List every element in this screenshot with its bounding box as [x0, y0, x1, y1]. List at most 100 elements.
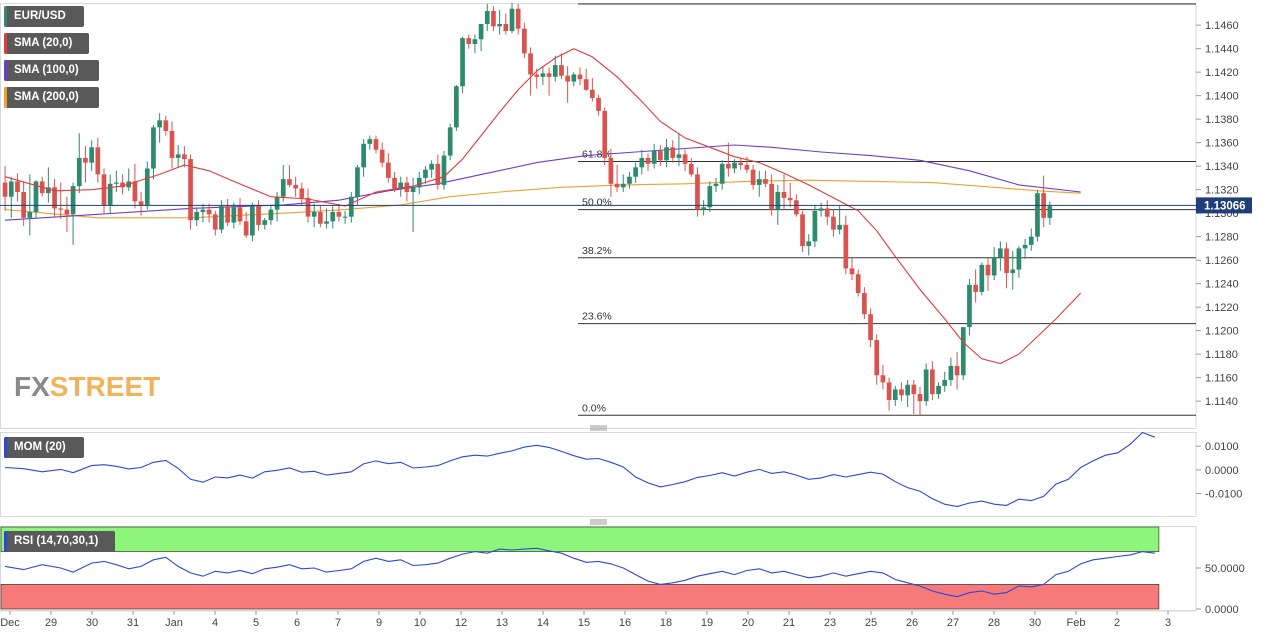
candle-body: [256, 206, 261, 225]
legend-symbol[interactable]: EUR/USD: [4, 6, 84, 27]
candle-body: [756, 179, 762, 185]
candle-body: [614, 183, 620, 188]
candle-body: [144, 168, 150, 205]
candle-body: [95, 147, 101, 175]
momentum-line: [5, 431, 1156, 508]
x-tick-label: 30: [1029, 617, 1041, 629]
candle-body: [200, 209, 206, 212]
candle-body: [948, 365, 954, 380]
candle-body: [287, 179, 292, 185]
fib-level-label: 0.0%: [582, 402, 606, 414]
candle-body: [478, 23, 484, 40]
candle-body: [491, 11, 496, 27]
x-tick-label: 29: [45, 617, 57, 629]
momentum-panel: 0.0100 0.0000 -0.0100: [0, 431, 1242, 517]
legend-sma100[interactable]: SMA (100,0): [4, 60, 99, 81]
legend-symbol-label: EUR/USD: [14, 10, 66, 22]
candle-body: [892, 389, 898, 400]
x-tick-label: Dec: [0, 617, 20, 629]
candle-body: [138, 201, 144, 205]
candle-body: [503, 23, 509, 32]
candle-body: [577, 74, 583, 80]
candle-body: [936, 385, 941, 395]
candle-body: [243, 221, 249, 236]
x-tick-label: 10: [414, 617, 426, 629]
fib-level-label: 100.0%: [582, 0, 618, 3]
candle-body: [713, 183, 719, 187]
candle-body: [923, 369, 929, 402]
y-tick-label: -0.0100: [1205, 489, 1242, 501]
legend-rsi[interactable]: RSI (14,70,30,1): [4, 531, 115, 552]
candle-body: [781, 192, 787, 198]
x-tick-label: 9: [376, 617, 382, 629]
x-tick-label: 16: [619, 617, 631, 629]
x-tick-label: 20: [742, 617, 754, 629]
candle-body: [219, 206, 224, 230]
candle-body: [732, 162, 737, 169]
sma100-swatch: [4, 60, 7, 81]
rsi-swatch: [4, 531, 7, 552]
candle-body: [818, 208, 824, 211]
legend-momentum[interactable]: MOM (20): [4, 437, 84, 458]
candle-body: [855, 274, 861, 294]
legend-rsi-label: RSI (14,70,30,1): [14, 535, 99, 547]
x-tick-label: 4: [212, 617, 218, 629]
candle-body: [169, 130, 175, 158]
candle-body: [973, 284, 978, 292]
y-tick-label: 1.1180: [1205, 349, 1238, 361]
x-tick-label: 19: [701, 617, 713, 629]
last-price-label: 1.13066: [1204, 200, 1246, 212]
x-axis: Dec 29 30 31 Jan 4 5 6 7 9 10 12 13 14 15 16 18 19 20 21 23 2…: [0, 610, 1196, 629]
candle-body: [423, 169, 428, 178]
candle-body: [596, 98, 601, 111]
y-tick-label: 1.1280: [1205, 232, 1239, 244]
candle-body: [960, 327, 966, 376]
x-tick-label: 26: [906, 617, 918, 629]
candle-body: [602, 110, 608, 158]
candle-body: [447, 127, 453, 156]
legend-sma100-label: SMA (100,0): [14, 64, 79, 76]
candle-body: [70, 186, 76, 215]
candle-body: [552, 65, 558, 77]
candle-body: [1022, 244, 1028, 249]
y-tick-label: 0.0100: [1205, 441, 1239, 453]
fib-level-label: 23.6%: [582, 311, 612, 323]
candle-body: [8, 181, 14, 197]
candle-body: [738, 162, 744, 165]
fxstreet-logo: FXSTREET: [14, 371, 160, 403]
candle-body: [979, 264, 985, 292]
candle-body: [868, 314, 873, 341]
candle-body: [1035, 193, 1040, 237]
candle-body: [175, 154, 181, 158]
y-tick-label: 1.1340: [1205, 161, 1239, 173]
candle-body: [379, 149, 385, 163]
candle-body: [911, 384, 917, 395]
x-tick-label: 25: [865, 617, 877, 629]
candle-body: [114, 182, 119, 184]
candle-body: [27, 211, 33, 218]
candle-body: [775, 192, 781, 210]
candle-body: [676, 154, 682, 158]
candle-body: [163, 120, 169, 131]
candle-body: [787, 197, 793, 201]
candle-body: [151, 127, 156, 169]
candle-body: [670, 147, 676, 158]
candle-body: [546, 73, 552, 77]
legend-sma20[interactable]: SMA (20,0): [4, 33, 89, 54]
candle-body: [571, 74, 577, 82]
candle-body: [2, 182, 8, 197]
candle-body: [280, 179, 286, 197]
candle-body: [515, 8, 521, 29]
candle-body: [132, 181, 138, 202]
candle-body: [905, 384, 910, 396]
y-tick-label: 1.1240: [1205, 279, 1239, 291]
candle-body: [837, 224, 842, 230]
x-tick-label: 21: [783, 617, 795, 629]
rsi-oversold-zone: [0, 584, 1160, 610]
candle-body: [522, 28, 527, 54]
candle-body: [305, 197, 311, 217]
legend-sma200[interactable]: SMA (200,0): [4, 87, 99, 108]
rsi-line: [5, 547, 1155, 598]
candle-body: [274, 196, 280, 210]
candle-body: [15, 181, 20, 192]
